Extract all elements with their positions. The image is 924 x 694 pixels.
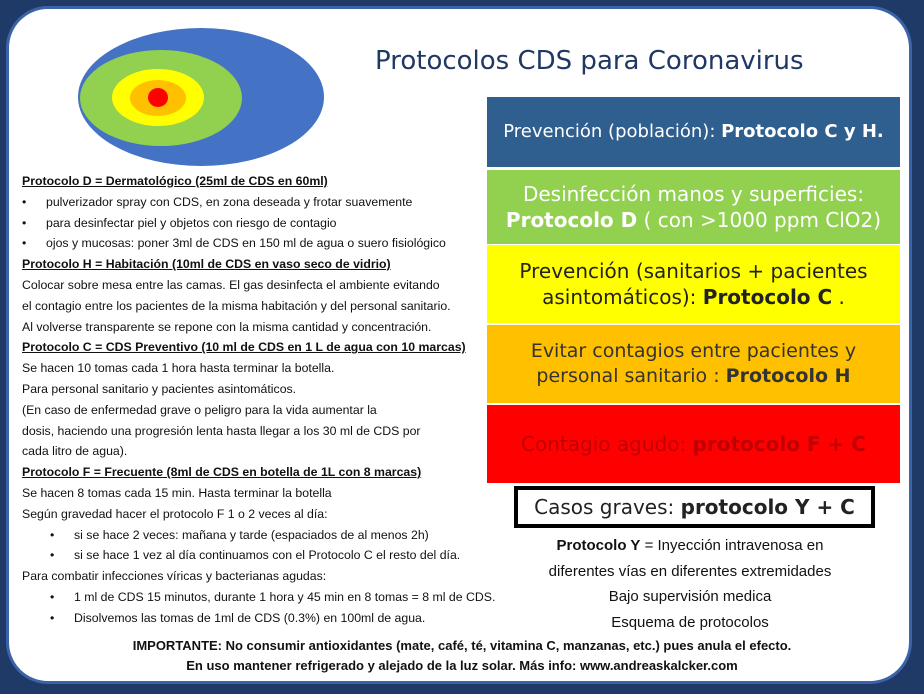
box-contagio-agudo: Contagio agudo: protocolo F + C	[487, 405, 900, 483]
bullet-item: 1 ml de CDS 15 minutos, durante 1 hora y…	[22, 587, 495, 608]
box-text-after: ( con >1000 ppm ClO2)	[637, 208, 882, 232]
box-desinfeccion: Desinfección manos y superficies: Protoc…	[487, 170, 900, 244]
note-line: Bajo supervisión medica	[608, 588, 772, 605]
footer-warning: IMPORTANTE: No consumir antioxidantes (m…	[132, 638, 792, 653]
box-text: Prevención (sanitarios + pacientes asint…	[519, 259, 868, 309]
box-text-after: .	[832, 285, 845, 309]
box-protocol: Protocolo C	[702, 285, 833, 309]
box-text: Desinfección manos y superficies:	[522, 182, 865, 206]
protocol-descriptions: Protocolo D = Dermatológico (25ml de CDS…	[22, 171, 495, 629]
footer-info: En uso mantener refrigerado y alejado de…	[186, 658, 738, 673]
note-line: diferentes vías en diferentes extremidad…	[548, 562, 832, 580]
bullet-item: si se hace 2 veces: mañana y tarde (espa…	[22, 525, 495, 546]
text-line: Para combatir infecciones víricas y bact…	[22, 569, 327, 584]
text-line: el contagio entre los pacientes de la mi…	[22, 298, 451, 313]
bullet-item: para desinfectar piel y objetos con ries…	[22, 213, 495, 234]
box-protocol: Protocolo C y H.	[721, 121, 884, 143]
bullet-item: Disolvemos las tomas de 1ml de CDS (0.3%…	[22, 608, 495, 629]
box-evitar-contagios: Evitar contagios entre pacientes y perso…	[487, 325, 900, 403]
protocol-heading: Protocolo H = Habitación (10ml de CDS en…	[22, 257, 391, 272]
protocolo-y-note: Protocolo Y = Inyección intravenosa en d…	[490, 533, 890, 635]
bullet-item: pulverizador spray con CDS, en zona dese…	[22, 192, 495, 213]
box-protocol: protocolo F + C	[692, 432, 866, 456]
box-text: Contagio agudo:	[521, 432, 693, 456]
protocol-heading: Protocolo C = CDS Preventivo (10 ml de C…	[22, 340, 466, 355]
box-casos-graves: Casos graves: protocolo Y + C	[514, 486, 875, 528]
box-text: Evitar contagios entre pacientes y perso…	[530, 340, 857, 387]
text-line: Colocar sobre mesa entre las camas. El g…	[22, 277, 440, 292]
box-prevencion-sanitarios: Prevención (sanitarios + pacientes asint…	[487, 245, 900, 323]
box-protocol: Protocolo D	[505, 208, 638, 232]
note-line: Esquema de protocolos	[611, 613, 769, 631]
page-title: Protocolos CDS para Coronavirus	[375, 46, 804, 76]
box-prevencion-poblacion: Prevención (población): Protocolo C y H.	[487, 97, 900, 167]
box-protocol: Protocolo H	[725, 365, 851, 387]
text-line: Para personal sanitario y pacientes asin…	[22, 381, 297, 396]
text-line: Se hacen 10 tomas cada 1 hora hasta term…	[22, 361, 335, 376]
box-text: Prevención (población):	[503, 121, 722, 143]
text-line: Se hacen 8 tomas cada 15 min. Hasta term…	[22, 485, 332, 500]
text-line: cada litro de agua).	[22, 444, 128, 459]
bullet-item: ojos y mucosas: poner 3ml de CDS en 150 …	[22, 233, 495, 254]
box-protocol: protocolo Y + C	[680, 495, 855, 519]
text-line: Según gravedad hacer el protocolo F 1 o …	[22, 506, 328, 521]
text-line: dosis, haciendo una progresión lenta has…	[22, 423, 421, 438]
protocol-heading: Protocolo D = Dermatológico (25ml de CDS…	[22, 174, 328, 188]
protocol-heading: Protocolo F = Frecuente (8ml de CDS en b…	[22, 465, 422, 480]
text-line: Al volverse transparente se repone con l…	[22, 319, 432, 334]
box-text: Casos graves:	[534, 495, 681, 519]
bullet-item: si se hace 1 vez al día continuamos con …	[22, 545, 495, 566]
note-bold: Protocolo Y	[556, 537, 641, 554]
text-line: (En caso de enfermedad grave o peligro p…	[22, 402, 377, 417]
note-line: = Inyección intravenosa en	[640, 537, 824, 554]
